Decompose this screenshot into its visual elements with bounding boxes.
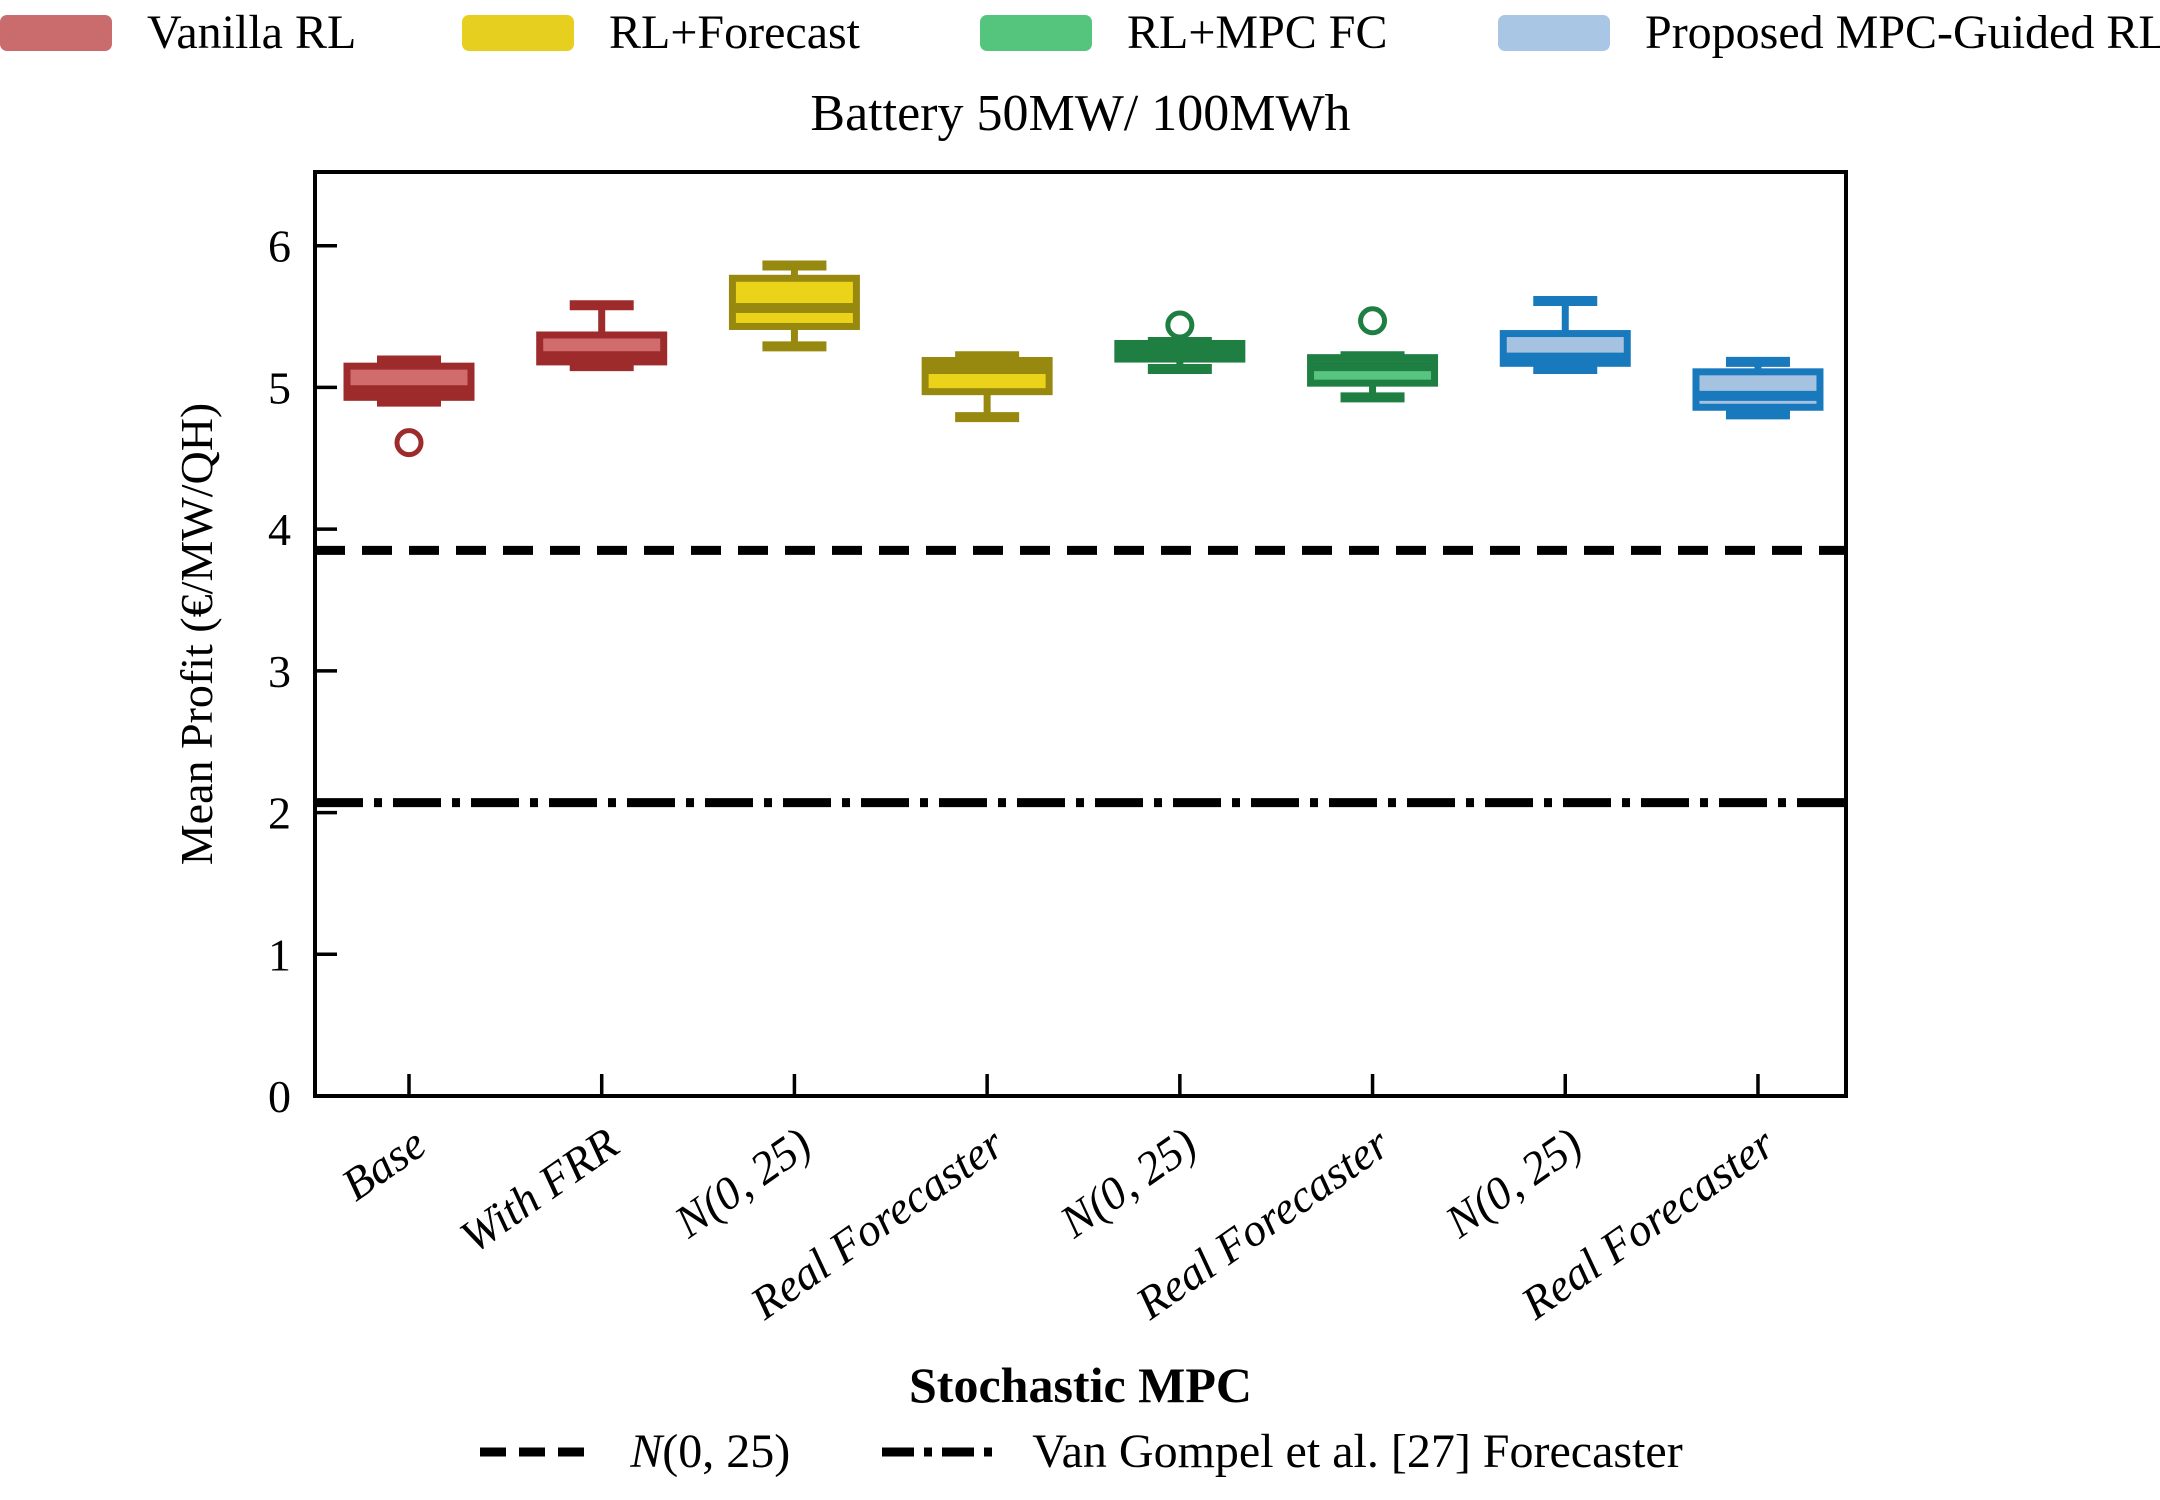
plot-title: Battery 50MW/ 100MWh xyxy=(810,85,1351,142)
x-tick-label: N(0, 25) xyxy=(1435,1117,1591,1247)
y-tick-label: 2 xyxy=(268,788,291,839)
y-tick-label: 0 xyxy=(268,1071,291,1122)
box-plot-4 xyxy=(921,351,1053,423)
y-tick-label: 6 xyxy=(268,221,291,272)
dashdot-line-sample xyxy=(882,1447,997,1456)
box-plot-7 xyxy=(1499,295,1631,374)
box-plot-1 xyxy=(343,355,475,458)
legend-bottom: N(0, 25) Van Gompel et al. [27] Forecaste… xyxy=(315,1424,1846,1479)
box-plot-5 xyxy=(1114,310,1246,374)
box-plot-6 xyxy=(1307,306,1439,403)
legend-item: N(0, 25) xyxy=(478,1424,790,1479)
legend-label: RL+Forecast xyxy=(609,6,861,59)
outlier-point xyxy=(394,428,424,458)
y-tick-label: 1 xyxy=(268,929,291,980)
legend-label: Van Gompel et al. [27] Forecaster xyxy=(1032,1425,1683,1478)
legend-label: N(0, 25) xyxy=(630,1425,791,1478)
box-rect xyxy=(728,274,860,330)
box-plot-3 xyxy=(728,260,860,352)
x-tick-label: N(0, 25) xyxy=(1050,1117,1206,1247)
x-axis-title: Stochastic MPC xyxy=(909,1357,1252,1413)
y-axis-label: Mean Profit (€/MW/QH) xyxy=(171,403,222,865)
x-tick-label: N(0, 25) xyxy=(664,1117,820,1247)
dashed-line-sample xyxy=(480,1447,595,1456)
y-tick-label: 3 xyxy=(268,646,291,697)
outlier-point xyxy=(1165,310,1195,340)
legend-swatch xyxy=(0,15,112,51)
legend-swatch xyxy=(980,15,1092,51)
legend-label: RL+MPC FC xyxy=(1127,6,1388,59)
legend-top: Vanilla RL RL+Forecast RL+MPC FC Proposed M… xyxy=(0,0,2160,72)
box-plot-2 xyxy=(536,300,668,372)
y-tick-label: 5 xyxy=(268,362,291,413)
legend-label: Vanilla RL xyxy=(147,6,357,59)
legend-swatch xyxy=(462,15,574,51)
plot-frame xyxy=(313,170,1848,1098)
x-tick-label: Base xyxy=(332,1117,435,1210)
legend-item: Van Gompel et al. [27] Forecaster xyxy=(880,1424,1683,1479)
outlier-point xyxy=(1358,306,1388,336)
box-rect xyxy=(1692,368,1824,411)
box-plot-8 xyxy=(1692,356,1824,420)
x-tick-label: With FRR xyxy=(451,1117,628,1262)
y-tick-label: 4 xyxy=(268,504,291,555)
legend-swatch xyxy=(1498,15,1610,51)
legend-label: Proposed MPC-Guided RL xyxy=(1645,6,2160,59)
